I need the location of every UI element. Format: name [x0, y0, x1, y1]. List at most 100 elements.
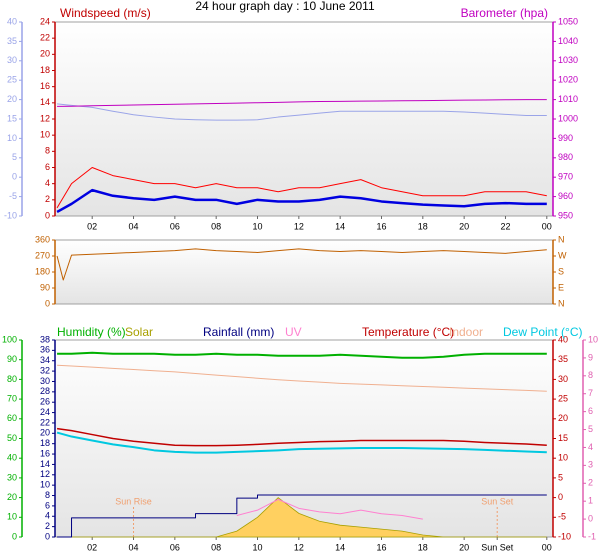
- y-tick-label: 3: [588, 460, 593, 470]
- y-tick-label: 36: [40, 345, 50, 355]
- y-tick-label: 4: [45, 178, 50, 188]
- y-tick-label: 80: [7, 374, 17, 384]
- legend-entry: Temperature (°C): [362, 325, 454, 339]
- x-tick-label: 12: [294, 221, 304, 231]
- y-tick-label: 5: [12, 152, 17, 162]
- series-line: [56, 188, 547, 214]
- x-tick-label: 02: [87, 542, 97, 552]
- y-tick-label: 60: [7, 413, 17, 423]
- y-tick-label: 970: [558, 172, 573, 182]
- legend-entry: Solar: [125, 325, 153, 339]
- x-tick-label: 18: [418, 221, 428, 231]
- y-tick-label: 4: [45, 511, 50, 521]
- x-tick-label: 06: [170, 542, 180, 552]
- y-tick-label: 1010: [558, 94, 578, 104]
- y-tick-label: 5: [588, 424, 593, 434]
- legend-entry: Humidity (%): [57, 325, 126, 339]
- y-tick-label: 50: [7, 433, 17, 443]
- x-tick-label: 06: [170, 221, 180, 231]
- y-tick-label: 1040: [558, 36, 578, 46]
- y-tick-label: 2: [45, 521, 50, 531]
- y-tick-label: N: [558, 298, 565, 308]
- y-tick-label: 0: [588, 513, 593, 523]
- y-tick-label: 22: [40, 33, 50, 43]
- x-tick-label: 14: [335, 542, 345, 552]
- y-tick-label: 70: [7, 393, 17, 403]
- y-tick-label: 24: [40, 407, 50, 417]
- y-tick-label: 25: [558, 393, 568, 403]
- y-tick-label: 16: [40, 448, 50, 458]
- series-line: [56, 167, 547, 209]
- y-tick-label: 2: [588, 478, 593, 488]
- y-tick-label: -10: [4, 210, 17, 220]
- series-line: [236, 498, 423, 520]
- y-tick-label: 26: [40, 397, 50, 407]
- y-tick-label: 34: [40, 355, 50, 365]
- y-tick-label: 35: [7, 36, 17, 46]
- y-tick-label: 7: [588, 388, 593, 398]
- y-tick-label: 990: [558, 133, 573, 143]
- y-tick-label: 20: [558, 413, 568, 423]
- y-tick-label: 10: [7, 133, 17, 143]
- y-tick-label: 12: [40, 113, 50, 123]
- y-tick-label: 2: [45, 194, 50, 204]
- x-tick-label: 16: [376, 221, 386, 231]
- y-tick-label: 10: [558, 453, 568, 463]
- series-line: [57, 364, 547, 392]
- y-tick-label: 1: [588, 496, 593, 506]
- x-tick-label: 10: [252, 221, 262, 231]
- y-tick-label: 8: [45, 490, 50, 500]
- y-tick-label: 32: [40, 365, 50, 375]
- series-line: [56, 248, 547, 281]
- y-tick-label: 90: [40, 282, 50, 292]
- y-tick-label: 30: [558, 374, 568, 384]
- y-tick-label: 40: [7, 16, 17, 26]
- y-tick-label: 25: [7, 75, 17, 85]
- y-tick-label: E: [558, 282, 564, 292]
- y-tick-label: 270: [35, 250, 50, 260]
- y-tick-label: 90: [7, 354, 17, 364]
- y-tick-label: 30: [40, 376, 50, 386]
- annotation: Sun Set: [481, 496, 514, 506]
- y-tick-label: 38: [40, 334, 50, 344]
- y-tick-label: 28: [40, 386, 50, 396]
- plot-area: [54, 21, 554, 217]
- series-area: [57, 497, 547, 538]
- y-tick-label: 0: [12, 172, 17, 182]
- x-tick-label: Sun Set: [481, 542, 514, 552]
- series-line: [57, 99, 547, 107]
- y-tick-label: 6: [45, 500, 50, 510]
- x-tick-label: 08: [211, 542, 221, 552]
- x-tick-label: 14: [335, 221, 345, 231]
- series-line: [56, 427, 547, 447]
- y-tick-label: 360: [35, 234, 50, 244]
- y-tick-label: 0: [45, 210, 50, 220]
- legend-entry: UV: [285, 325, 302, 339]
- x-tick-label: 00: [542, 542, 552, 552]
- y-tick-label: -5: [558, 512, 566, 522]
- y-tick-label: 0: [12, 531, 17, 541]
- x-tick-label: 12: [294, 542, 304, 552]
- y-tick-label: 14: [40, 459, 50, 469]
- chart-title: 24 hour graph day : 10 June 2011: [195, 0, 375, 13]
- y-tick-label: 1020: [558, 75, 578, 85]
- legend-entry: Rainfall (mm): [203, 325, 274, 339]
- y-tick-label: S: [558, 266, 564, 276]
- annotation: Sun Rise: [115, 496, 152, 506]
- x-tick-label: 20: [459, 542, 469, 552]
- legend-entry: Indoor: [449, 325, 483, 339]
- y-tick-label: 40: [558, 334, 568, 344]
- y-tick-label: 14: [40, 97, 50, 107]
- y-tick-label: 10: [588, 334, 598, 344]
- x-tick-label: 02: [87, 221, 97, 231]
- y-tick-label: 950: [558, 210, 573, 220]
- series-line: [57, 351, 547, 359]
- x-tick-label: 10: [252, 542, 262, 552]
- y-tick-label: 20: [40, 49, 50, 59]
- y-tick-label: -1: [588, 531, 596, 541]
- y-tick-label: 100: [2, 334, 17, 344]
- y-tick-label: 960: [558, 191, 573, 201]
- series-line: [57, 103, 547, 121]
- y-tick-label: -5: [9, 191, 17, 201]
